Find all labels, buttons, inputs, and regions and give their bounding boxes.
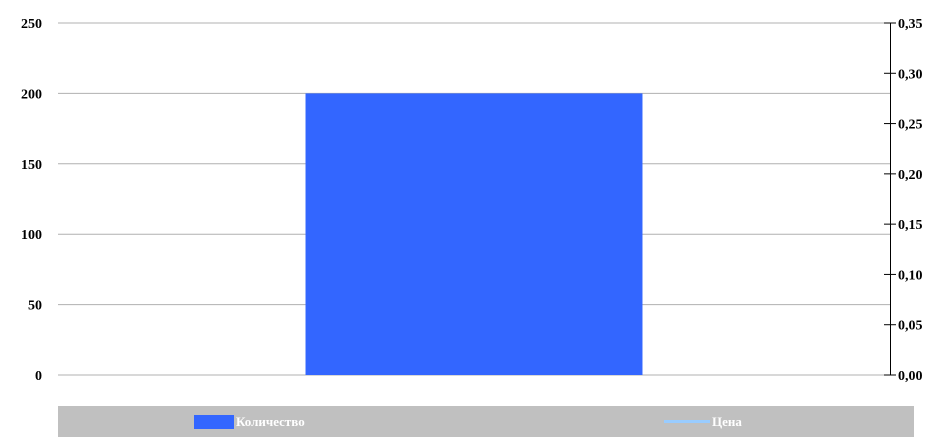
- left-tick-label: 250: [21, 17, 42, 32]
- legend: Количество Цена: [58, 406, 914, 437]
- left-tick-label: 50: [28, 299, 42, 314]
- right-tick-label: 0,25: [898, 118, 923, 133]
- left-tick-label: 200: [21, 87, 42, 102]
- left-tick-label: 100: [21, 228, 42, 243]
- right-axis-ticks: 0,00 0,05 0,10 0,15 0,20 0,25 0,30 0,35: [884, 17, 923, 384]
- legend-swatch-quantity: [194, 414, 234, 429]
- left-axis-ticks: 0 50 100 150 200 250: [21, 17, 42, 384]
- right-tick-label: 0,20: [898, 168, 923, 183]
- right-tick-label: 0,15: [898, 218, 923, 233]
- right-tick-label: 0,00: [898, 369, 923, 384]
- legend-label-price: Цена: [712, 413, 742, 429]
- bars: [305, 93, 643, 376]
- right-tick-label: 0,10: [898, 268, 923, 283]
- legend-swatch-price: [664, 420, 710, 423]
- bar: [305, 93, 643, 376]
- left-tick-label: 0: [35, 369, 42, 384]
- legend-label-quantity: Количество: [236, 413, 305, 429]
- legend-item-quantity: Количество: [194, 406, 305, 437]
- left-tick-label: 150: [21, 158, 42, 173]
- right-tick-label: 0,05: [898, 319, 923, 334]
- right-tick-label: 0,35: [898, 17, 923, 32]
- legend-item-price: Цена: [664, 406, 742, 437]
- right-tick-label: 0,30: [898, 67, 923, 82]
